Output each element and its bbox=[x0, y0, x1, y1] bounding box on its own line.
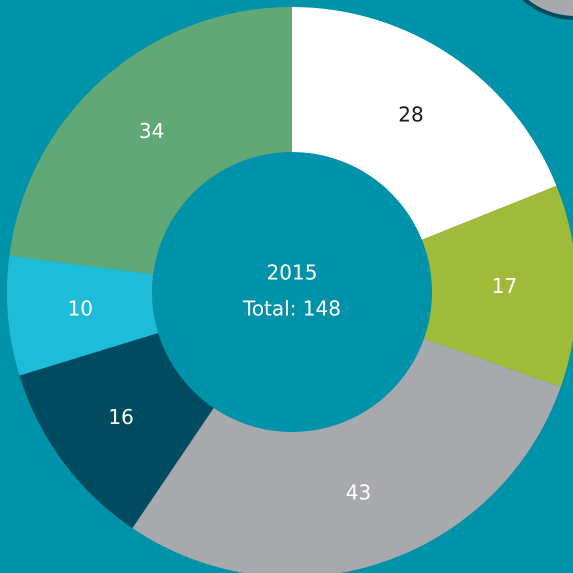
decorative-circle bbox=[522, 0, 573, 20]
value-label: 43 bbox=[346, 480, 371, 504]
slice bbox=[19, 332, 214, 529]
value-label: 17 bbox=[492, 274, 517, 298]
slice bbox=[292, 7, 557, 240]
value-label: 28 bbox=[398, 102, 423, 126]
value-label: 16 bbox=[108, 405, 133, 429]
value-label: 34 bbox=[139, 119, 164, 143]
value-label: 10 bbox=[68, 297, 93, 321]
slice bbox=[421, 185, 573, 387]
slices: 28 17 43 16 10 34 bbox=[6, 7, 573, 573]
slice bbox=[6, 255, 159, 376]
slice bbox=[9, 7, 292, 275]
center-subtitle: Total: 148 bbox=[242, 297, 341, 321]
slice bbox=[132, 338, 561, 573]
center-title: 2015 bbox=[267, 261, 318, 285]
